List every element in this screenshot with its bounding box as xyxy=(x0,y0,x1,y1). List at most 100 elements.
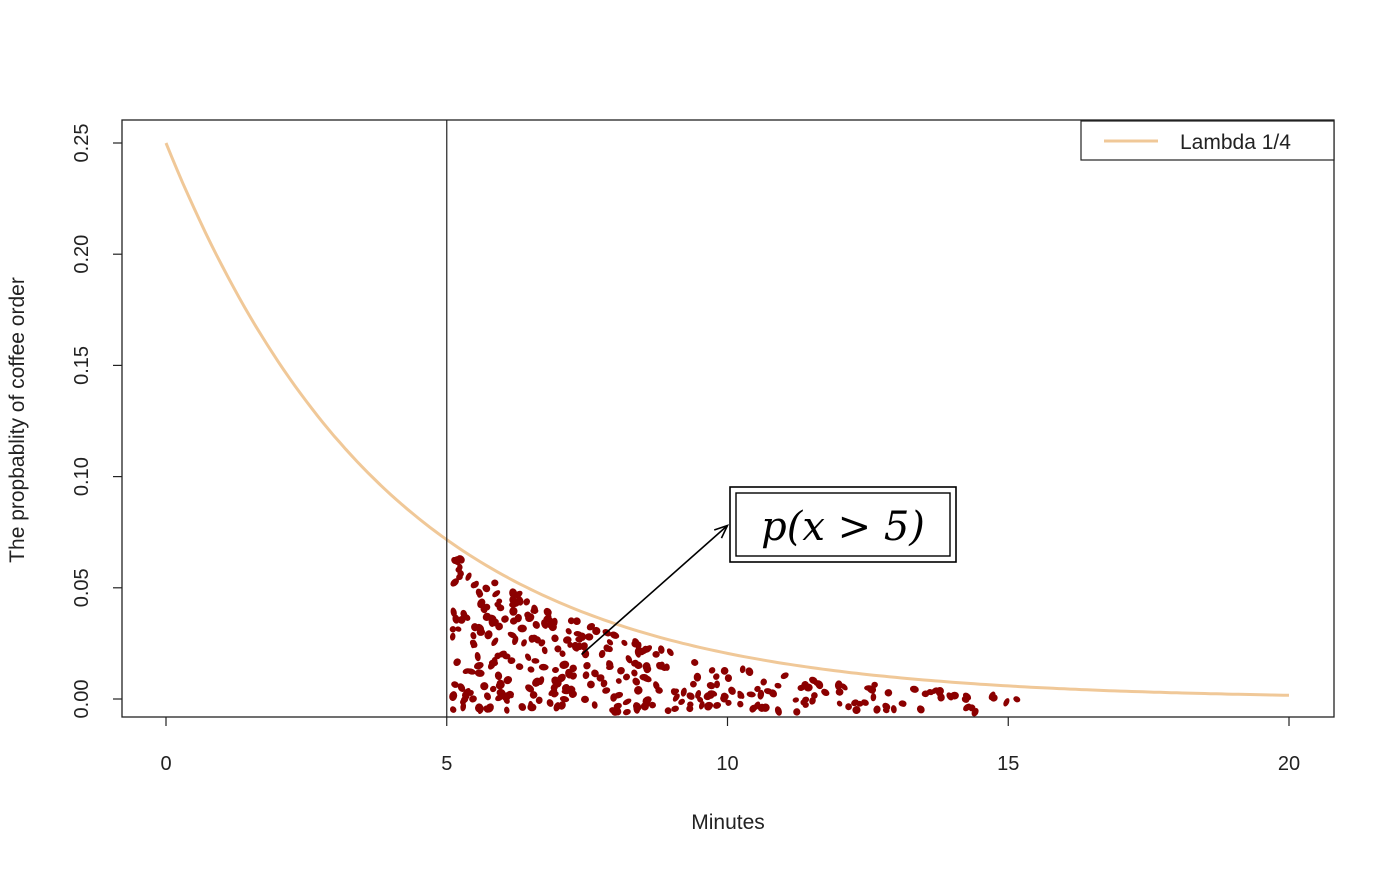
region-point xyxy=(527,703,537,712)
region-point xyxy=(483,692,492,701)
region-point xyxy=(713,673,720,680)
region-point xyxy=(463,614,471,621)
region-point xyxy=(494,602,502,609)
region-point xyxy=(543,607,552,617)
region-point xyxy=(793,708,801,716)
region-point xyxy=(634,686,643,695)
region-point xyxy=(704,702,713,711)
x-tick-label: 0 xyxy=(160,753,171,775)
region-point xyxy=(1003,698,1010,707)
region-point xyxy=(873,705,881,714)
region-point xyxy=(631,640,639,648)
region-point xyxy=(484,630,493,640)
y-tick-label: 0.25 xyxy=(71,124,93,163)
region-point xyxy=(613,702,622,712)
region-point xyxy=(600,679,608,688)
region-point xyxy=(638,647,646,656)
region-point xyxy=(622,673,631,681)
region-point xyxy=(845,703,853,711)
region-point xyxy=(900,700,907,707)
region-point xyxy=(492,590,501,598)
region-point xyxy=(852,705,861,715)
region-point xyxy=(623,708,631,716)
region-point xyxy=(509,601,517,608)
region-point xyxy=(754,685,761,692)
region-point xyxy=(802,701,809,708)
region-point xyxy=(569,672,577,680)
region-point xyxy=(760,678,767,686)
x-tick-label: 20 xyxy=(1278,753,1300,775)
region-point xyxy=(708,667,716,674)
region-point xyxy=(475,623,485,633)
region-point xyxy=(606,664,614,670)
region-point xyxy=(491,637,499,647)
region-point xyxy=(680,687,687,697)
region-point xyxy=(884,689,893,697)
region-point xyxy=(466,668,476,675)
region-point xyxy=(462,691,470,700)
region-point xyxy=(815,680,824,690)
annotation-box-outer xyxy=(729,486,957,563)
region-point xyxy=(480,682,489,691)
y-tick-label: 0.20 xyxy=(71,235,93,274)
region-point xyxy=(596,674,605,682)
region-point xyxy=(961,695,970,703)
y-tick-label: 0.10 xyxy=(71,457,93,496)
region-point xyxy=(465,572,472,581)
region-point xyxy=(525,653,532,661)
region-point xyxy=(835,688,844,696)
region-point xyxy=(469,695,477,703)
region-point xyxy=(649,701,656,709)
region-point xyxy=(509,606,518,616)
region-point xyxy=(678,698,685,705)
region-point xyxy=(546,699,554,707)
region-point xyxy=(686,692,695,700)
region-point xyxy=(515,663,524,670)
region-point xyxy=(531,658,540,664)
region-point xyxy=(525,684,535,693)
region-point xyxy=(909,685,919,693)
region-point xyxy=(1013,696,1021,703)
region-point xyxy=(672,688,680,694)
region-point xyxy=(496,688,506,697)
region-point xyxy=(632,677,640,686)
region-point xyxy=(449,626,457,633)
region-point xyxy=(517,624,527,633)
region-point xyxy=(559,650,566,657)
region-point xyxy=(749,704,757,713)
y-tick-label: 0.00 xyxy=(71,680,93,719)
region-point xyxy=(567,641,574,648)
region-point xyxy=(780,672,789,680)
region-point xyxy=(455,566,462,573)
region-point xyxy=(946,692,954,701)
region-point xyxy=(583,662,591,670)
region-point xyxy=(757,689,765,700)
region-point xyxy=(605,645,613,653)
y-tick-label: 0.05 xyxy=(71,568,93,607)
region-point xyxy=(489,685,497,693)
region-point xyxy=(582,671,590,680)
region-point xyxy=(809,696,816,705)
region-point xyxy=(451,681,459,688)
region-point xyxy=(840,683,848,691)
plot-layer xyxy=(164,120,1290,717)
region-point xyxy=(480,605,488,614)
region-point xyxy=(565,628,572,635)
region-point xyxy=(567,617,575,625)
region-point xyxy=(575,636,583,643)
region-point xyxy=(703,692,713,701)
region-point xyxy=(551,634,559,643)
region-point xyxy=(792,697,799,703)
region-point xyxy=(691,659,699,666)
region-point xyxy=(470,581,478,589)
region-point xyxy=(450,607,457,618)
region-point xyxy=(473,661,484,670)
region-point xyxy=(529,691,538,699)
region-point xyxy=(557,673,566,683)
region-point xyxy=(690,680,697,688)
y-axis-title: The propbablity of coffee order xyxy=(6,277,29,563)
region-point xyxy=(774,706,782,716)
region-point xyxy=(460,702,467,712)
region-point xyxy=(633,661,643,669)
region-point xyxy=(916,705,925,714)
